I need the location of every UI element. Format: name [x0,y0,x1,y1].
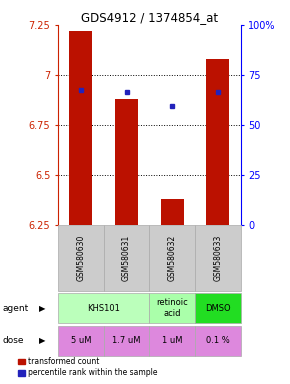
Text: GSM580631: GSM580631 [122,235,131,281]
Title: GDS4912 / 1374854_at: GDS4912 / 1374854_at [81,11,218,24]
Text: GSM580632: GSM580632 [168,235,177,281]
Bar [149,225,195,291]
Text: KHS101: KHS101 [87,304,120,313]
Bar [69,31,92,225]
Text: ▶: ▶ [39,304,46,313]
Text: retinoic
acid: retinoic acid [156,298,188,318]
Text: dose: dose [3,336,24,345]
Text: ▶: ▶ [39,336,46,345]
Text: 0.1 %: 0.1 % [206,336,230,345]
Bar [149,293,195,323]
Text: 1.7 uM: 1.7 uM [112,336,141,345]
Bar [58,293,149,323]
Bar [58,225,104,291]
Bar [206,59,229,225]
Bar [195,326,241,356]
Text: 5 uM: 5 uM [70,336,91,345]
Bar [149,326,195,356]
Text: agent: agent [3,304,29,313]
Text: GSM580630: GSM580630 [76,235,85,281]
Bar [104,225,149,291]
Text: DMSO: DMSO [205,304,231,313]
Text: GSM580633: GSM580633 [213,235,222,281]
Bar [195,293,241,323]
Bar [58,326,104,356]
Bar [104,326,149,356]
Bar [115,99,138,225]
Bar [161,199,184,225]
Text: 1 uM: 1 uM [162,336,182,345]
Bar [195,225,241,291]
Legend: transformed count, percentile rank within the sample: transformed count, percentile rank withi… [18,357,158,377]
